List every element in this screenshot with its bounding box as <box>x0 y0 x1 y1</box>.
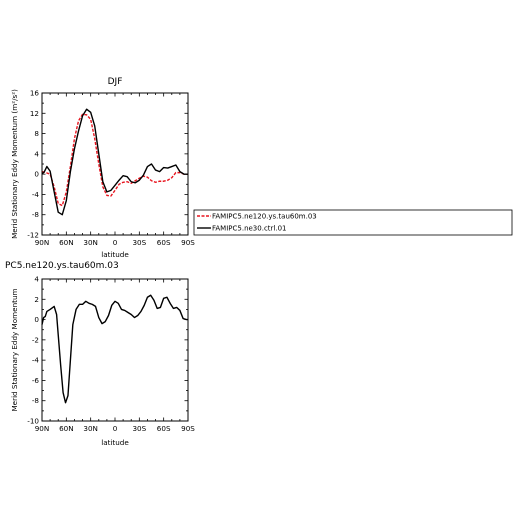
legend-box <box>193 209 513 236</box>
y-tick-label: -4 <box>32 356 40 365</box>
legend-label-ne30: FAMIPC5.ne30.ctrl.01 <box>212 225 287 233</box>
x-tick-label: 60S <box>157 238 171 247</box>
x-tick-label: 30N <box>83 424 98 433</box>
top-plot-frame <box>41 92 189 236</box>
y-tick-label: -4 <box>32 190 40 199</box>
y-tick-label: 8 <box>34 129 39 138</box>
top-x-axis-label: latitude <box>101 250 129 259</box>
top-axis-ticks <box>41 92 189 236</box>
top-x-tick-labels: 90N 60N 30N 0 30S 60S 90S <box>35 238 196 247</box>
bottom-x-tick-labels: 90N 60N 30N 0 30S 60S 90S <box>35 424 196 433</box>
top-y-tick-labels: -12 -8 -4 0 4 8 12 16 <box>27 89 39 240</box>
top-panel: DJF 90N 60N 30N 0 30S 60S 90S -12 -8 -4 0 4 8 12 16 l… <box>10 77 195 259</box>
top-series-line-0 <box>41 113 188 207</box>
legend-label-ne120: FAMIPC5.ne120.ys.tau60m.03 <box>212 213 317 221</box>
y-tick-label: 4 <box>34 275 39 284</box>
x-tick-label: 90S <box>181 238 195 247</box>
top-series-line-1 <box>41 108 188 216</box>
bottom-series-lines <box>41 294 188 404</box>
bottom-y-axis-label: Merid Stationary Eddy Momentum <box>10 288 19 411</box>
bottom-axis-ticks <box>41 278 189 422</box>
y-tick-label: 4 <box>34 149 39 158</box>
x-tick-label: 30N <box>83 238 98 247</box>
legend: FAMIPC5.ne120.ys.tau60m.03 FAMIPC5.ne30.… <box>193 209 513 236</box>
y-tick-label: 0 <box>34 315 39 324</box>
bottom-plot-frame <box>41 278 189 422</box>
y-tick-label: -2 <box>32 335 39 344</box>
x-tick-label: 60S <box>157 424 171 433</box>
x-tick-label: 30S <box>132 238 146 247</box>
bottom-panel-title: PC5.ne120.ys.tau60m.03 <box>5 261 119 271</box>
bottom-x-axis-label: latitude <box>101 438 129 447</box>
bottom-panel: PC5.ne120.ys.tau60m.03 90N 60N 30N 0 30S 60S 9… <box>5 261 195 447</box>
x-tick-label: 60N <box>59 424 74 433</box>
y-tick-label: -8 <box>32 210 40 219</box>
y-tick-label: 0 <box>34 170 39 179</box>
x-tick-label: 90N <box>35 238 50 247</box>
top-y-axis-label: Merid Stationary Eddy Momentum (m²/s²) <box>10 89 19 239</box>
top-series-lines <box>41 108 188 216</box>
y-tick-label: 12 <box>30 109 39 118</box>
bot-series-line-0 <box>41 294 188 404</box>
x-tick-label: 30S <box>132 424 146 433</box>
y-tick-label: 2 <box>34 295 39 304</box>
x-tick-label: 90N <box>35 424 50 433</box>
top-panel-title: DJF <box>108 77 123 87</box>
y-tick-label: -8 <box>32 396 40 405</box>
x-tick-label: 0 <box>113 424 118 433</box>
x-tick-label: 0 <box>113 238 118 247</box>
x-tick-label: 90S <box>181 424 195 433</box>
bottom-y-tick-labels: -10 -8 -6 -4 -2 0 2 4 <box>27 275 39 426</box>
y-tick-label: -10 <box>27 417 39 426</box>
x-tick-label: 60N <box>59 238 74 247</box>
y-tick-label: -6 <box>32 376 40 385</box>
y-tick-label: -12 <box>27 231 39 240</box>
y-tick-label: 16 <box>30 89 40 98</box>
